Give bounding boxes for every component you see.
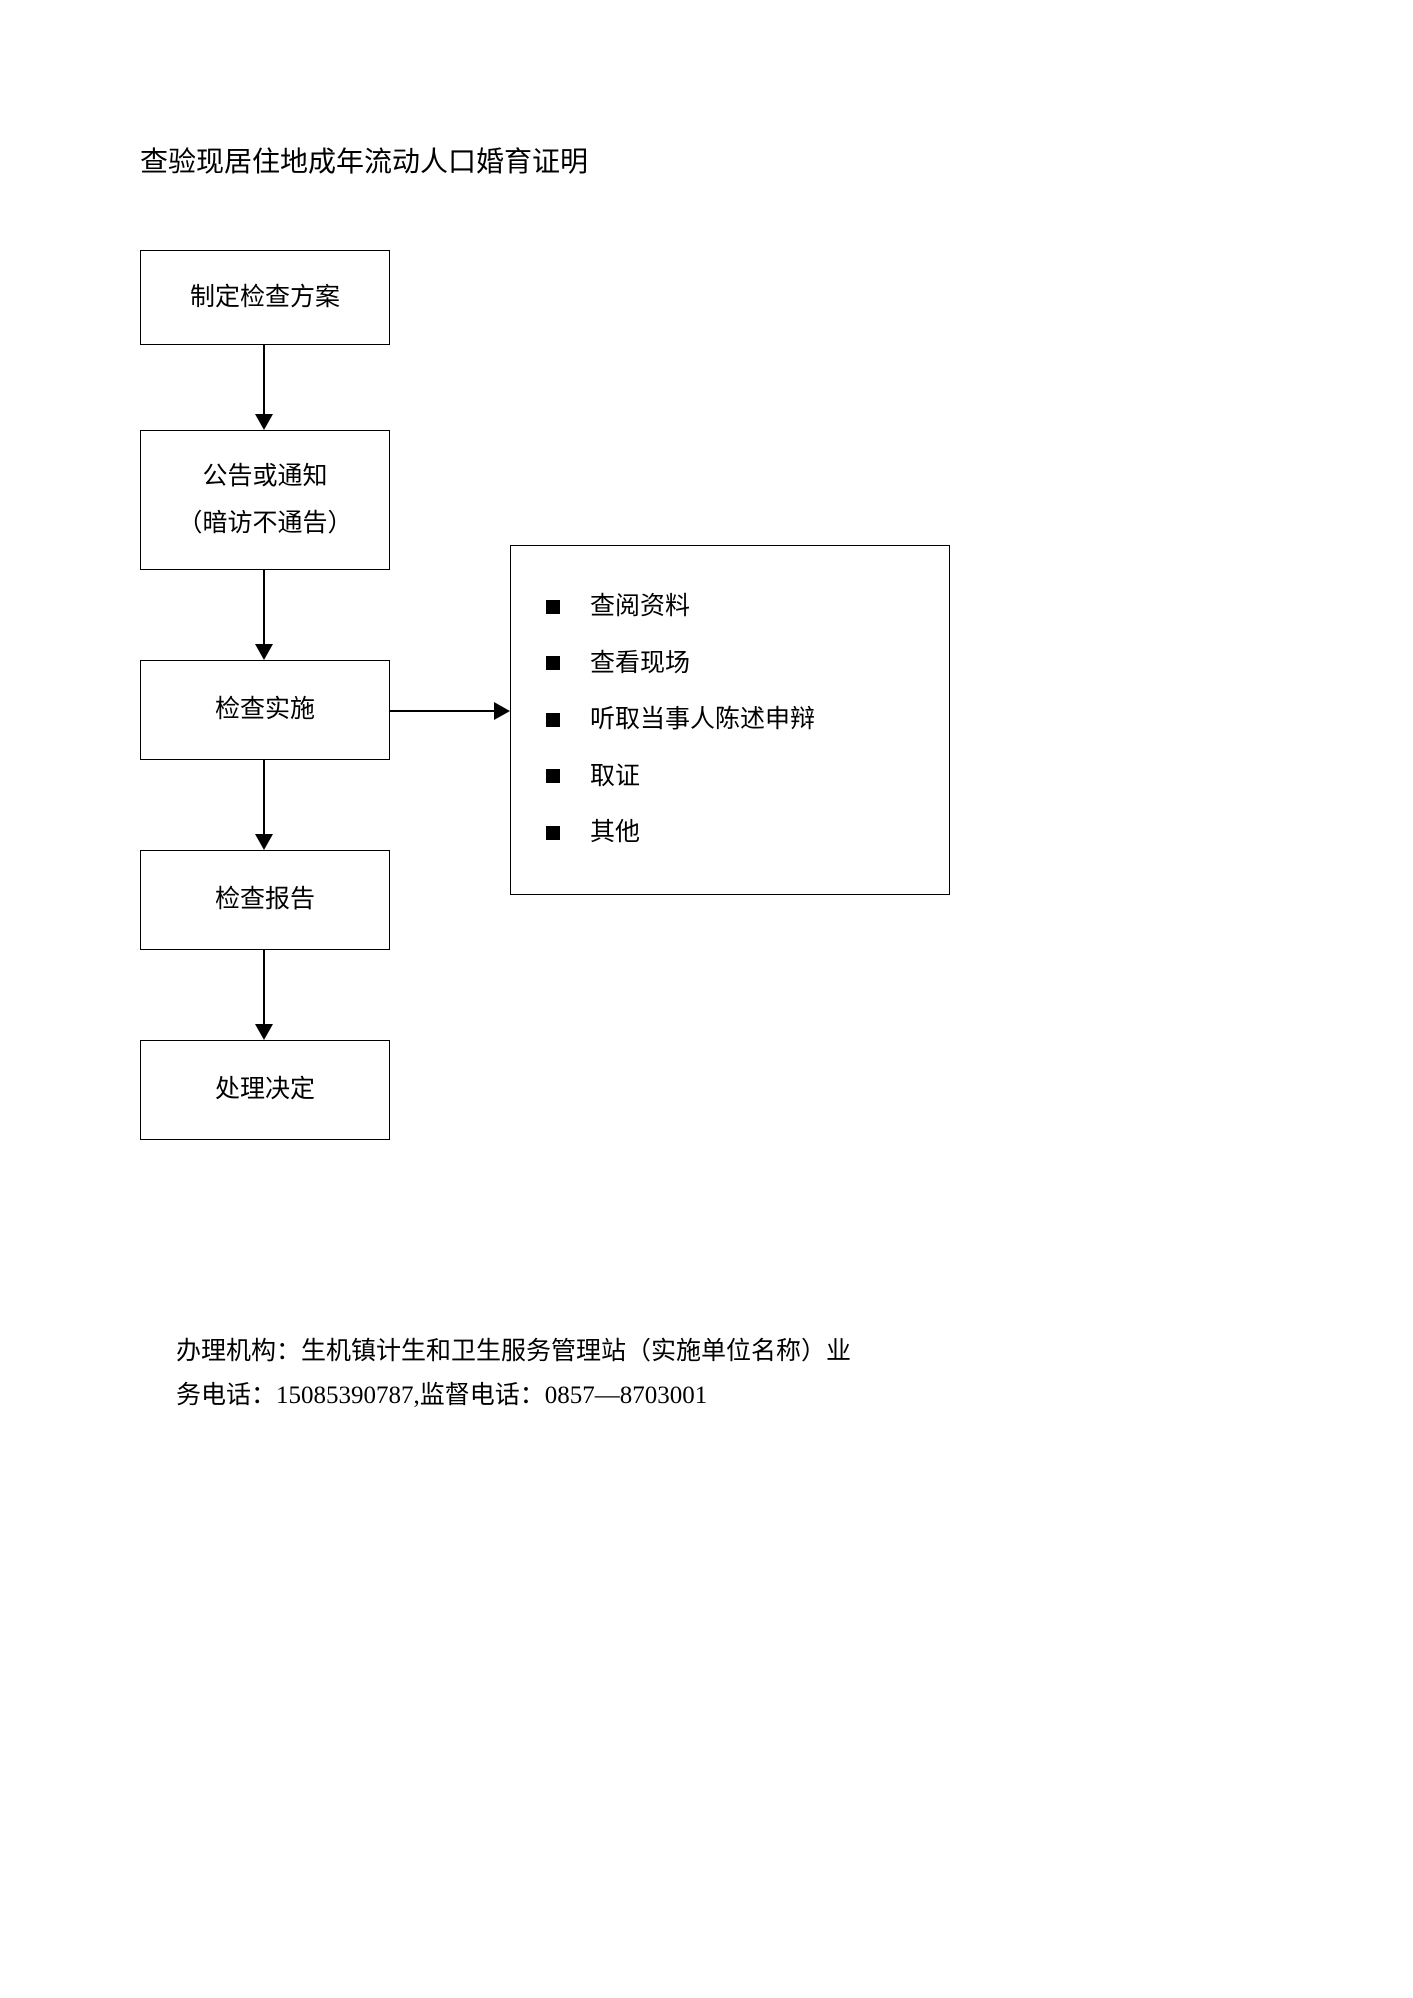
flow-node-label: 检查实施 — [215, 686, 315, 734]
flow-node-label: 公告或通知 — [202, 453, 327, 501]
footer-line-1: 办理机构：生机镇计生和卫生服务管理站（实施单位名称）业 — [176, 1338, 851, 1365]
arrow-down — [263, 760, 265, 848]
flow-node-plan: 制定检查方案 — [140, 250, 390, 345]
detail-item: 听取当事人陈述申辩 — [546, 696, 914, 744]
flow-node-report: 检查报告 — [140, 850, 390, 950]
page-title: 查验现居住地成年流动人口婚育证明 — [140, 140, 588, 180]
footer-line-2: 务电话：15085390787,监督电话：0857—8703001 — [176, 1382, 707, 1409]
square-bullet-icon — [546, 656, 560, 670]
flow-node-label: 检查报告 — [215, 876, 315, 924]
flow-node-decision: 处理决定 — [140, 1040, 390, 1140]
flow-node-label-sub: （暗访不通告） — [177, 500, 352, 548]
detail-item-label: 听取当事人陈述申辩 — [590, 696, 815, 744]
detail-item: 取证 — [546, 753, 914, 801]
arrow-down — [263, 570, 265, 658]
square-bullet-icon — [546, 600, 560, 614]
detail-item-label: 查阅资料 — [590, 583, 690, 631]
square-bullet-icon — [546, 713, 560, 727]
detail-item-label: 其他 — [590, 809, 640, 857]
flow-node-implement: 检查实施 — [140, 660, 390, 760]
square-bullet-icon — [546, 769, 560, 783]
footer-contact: 办理机构：生机镇计生和卫生服务管理站（实施单位名称）业 务电话：15085390… — [176, 1330, 976, 1418]
detail-item-label: 查看现场 — [590, 640, 690, 688]
arrow-down — [263, 345, 265, 428]
details-box: 查阅资料 查看现场 听取当事人陈述申辩 取证 其他 — [510, 545, 950, 895]
flow-node-label: 处理决定 — [215, 1066, 315, 1114]
flow-node-notice: 公告或通知 （暗访不通告） — [140, 430, 390, 570]
arrow-down — [263, 950, 265, 1038]
detail-item-label: 取证 — [590, 753, 640, 801]
detail-item: 查阅资料 — [546, 583, 914, 631]
square-bullet-icon — [546, 826, 560, 840]
arrow-right — [390, 710, 508, 712]
detail-item: 其他 — [546, 809, 914, 857]
flow-node-label: 制定检查方案 — [190, 274, 340, 322]
detail-item: 查看现场 — [546, 640, 914, 688]
